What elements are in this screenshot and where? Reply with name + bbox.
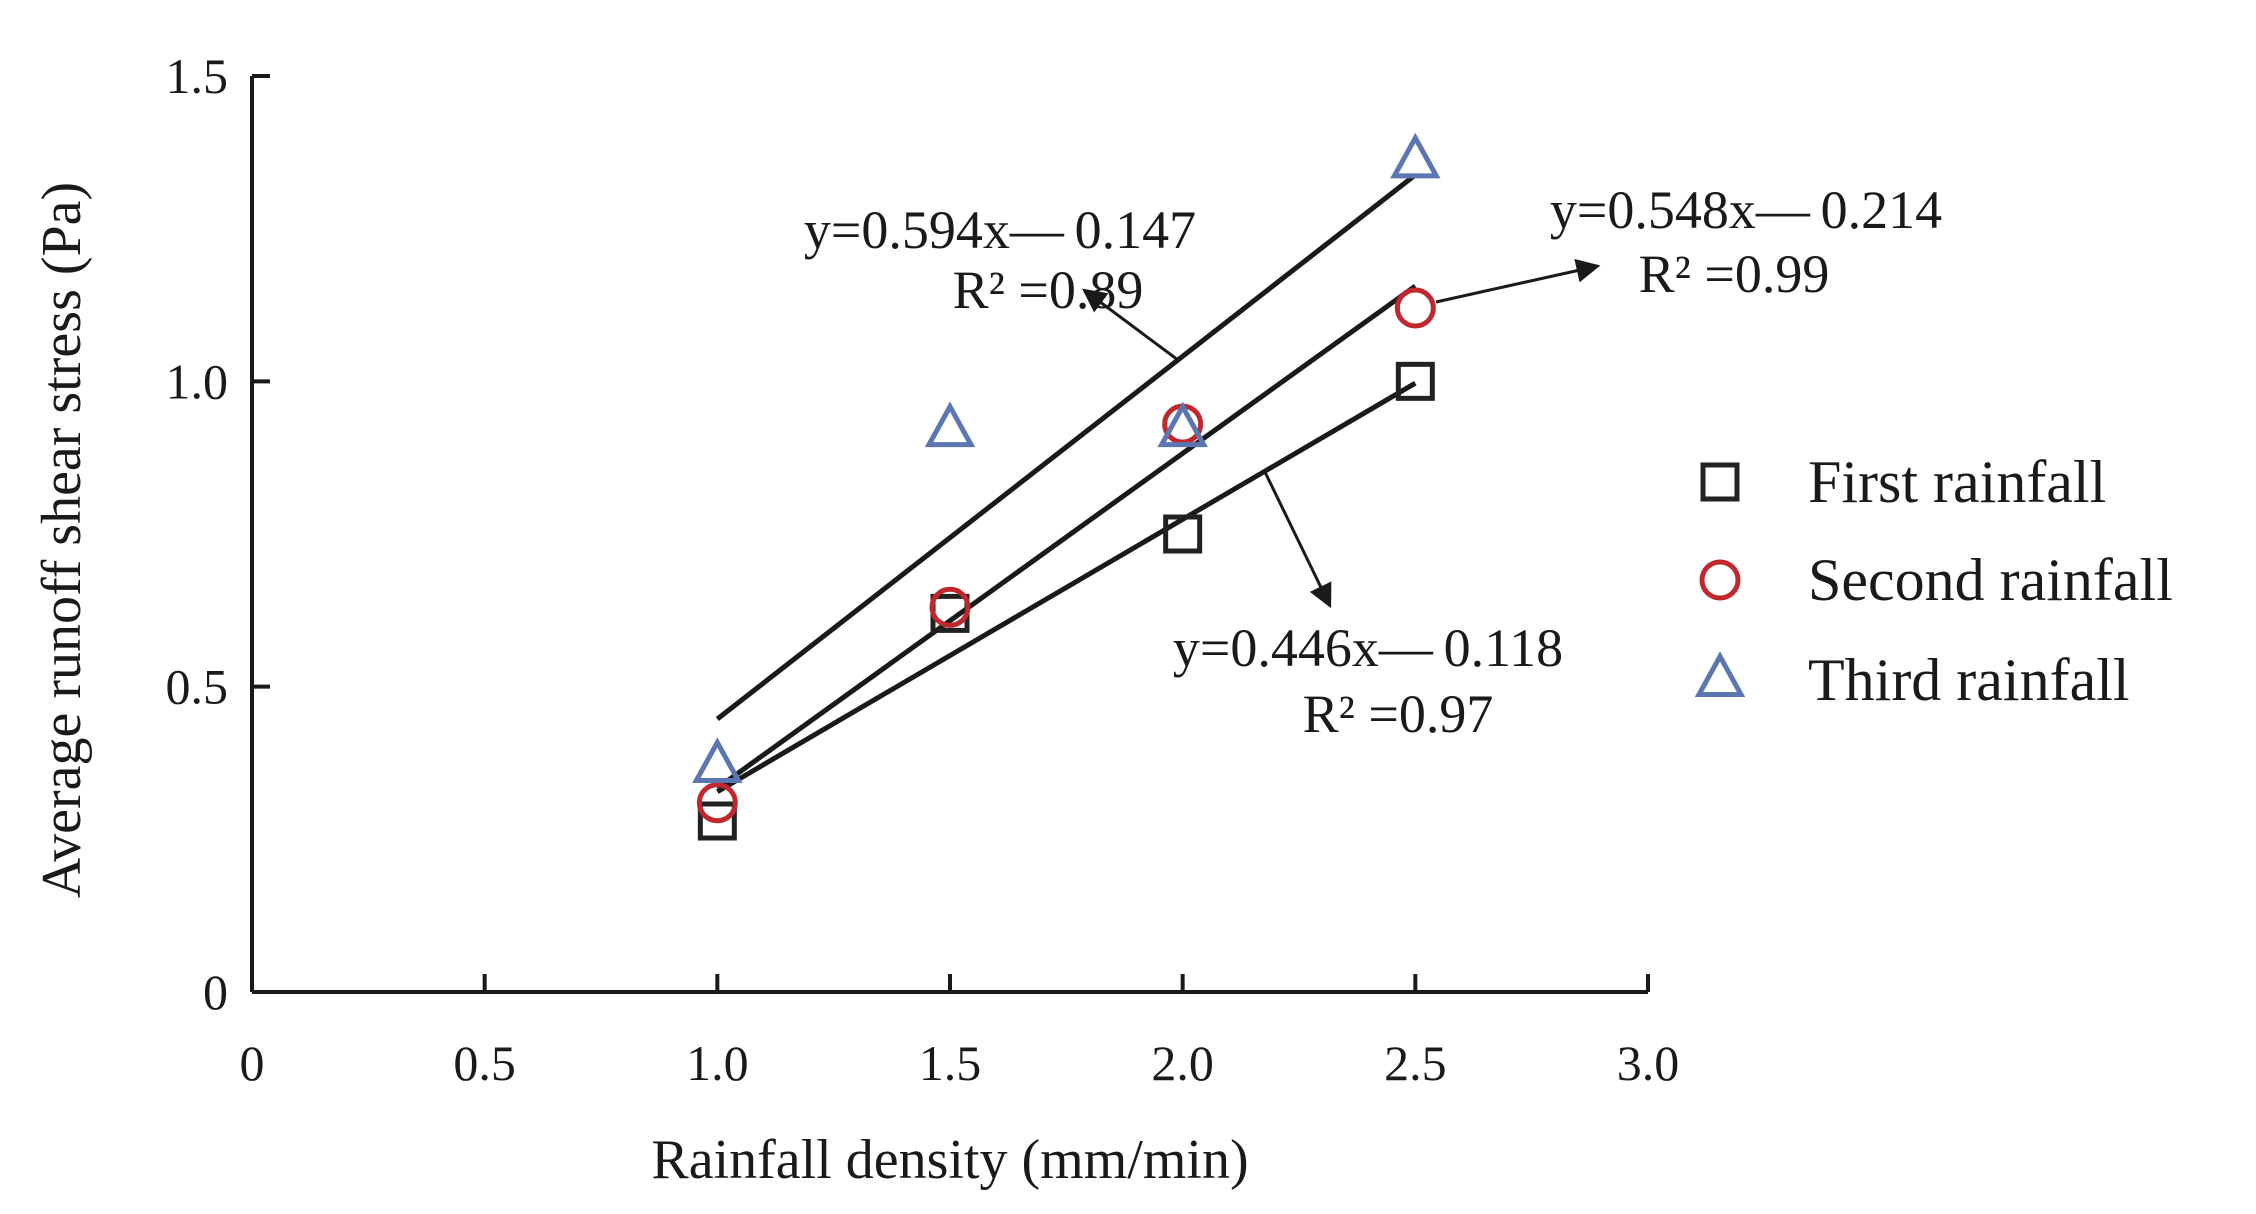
equation-first-rainfall: y=0.446x— 0.118 xyxy=(1173,618,1563,678)
point-first-rainfall xyxy=(1163,514,1203,554)
equation-second-rainfall: y=0.548x— 0.214 xyxy=(1550,180,1942,240)
equation-third-rainfall: y=0.594x— 0.147 xyxy=(804,200,1196,260)
point-first-rainfall xyxy=(697,801,737,841)
legend-label-first-rainfall: First rainfall xyxy=(1808,449,2106,515)
legend-marker-third-rainfall xyxy=(1694,651,1746,697)
arrow-first-rainfall xyxy=(1262,469,1332,609)
point-second-rainfall xyxy=(1394,287,1436,329)
legend: First rainfall Second rainfall Third rainf… xyxy=(1694,449,2173,713)
x-tick-label: 3.0 xyxy=(1617,1035,1680,1091)
point-third-rainfall xyxy=(1390,132,1441,179)
trendlines xyxy=(715,172,1417,794)
y-axis-title: Average runoff shear stress (Pa) xyxy=(31,182,93,898)
legend-marker-first-rainfall xyxy=(1700,462,1740,502)
y-tick-label: 0.5 xyxy=(166,659,229,715)
r-squared-second-rainfall: R² =0.99 xyxy=(1639,244,1830,304)
axes: 0 0.5 1.0 1.5 2.0 2.5 3.0 0 0.5 1.0 1.5 Rainfall de… xyxy=(31,48,1679,1191)
x-axis-title: Rainfall density (mm/min) xyxy=(651,1129,1248,1191)
point-second-rainfall xyxy=(696,782,738,824)
legend-marker-second-rainfall xyxy=(1699,559,1741,601)
arrow-second-rainfall xyxy=(1435,258,1601,304)
r-squared-first-rainfall: R² =0.97 xyxy=(1303,684,1494,744)
legend-label-second-rainfall: Second rainfall xyxy=(1808,547,2173,613)
x-tick-label: 1.0 xyxy=(686,1035,749,1091)
y-tick-label: 0 xyxy=(203,964,228,1020)
y-tick-label: 1.0 xyxy=(166,353,229,409)
trendline-third-rainfall xyxy=(715,172,1417,722)
x-tick-label: 0 xyxy=(240,1035,265,1091)
trendline-second-rainfall xyxy=(715,284,1417,791)
point-second-rainfall xyxy=(929,586,971,628)
legend-label-third-rainfall: Third rainfall xyxy=(1808,647,2130,713)
arrow-third-rainfall xyxy=(1082,288,1179,362)
x-tick-label: 2.0 xyxy=(1151,1035,1214,1091)
trendline-first-rainfall xyxy=(716,381,1417,794)
point-third-rainfall xyxy=(692,737,743,783)
x-tick-label: 1.5 xyxy=(919,1035,982,1091)
x-tick-label: 2.5 xyxy=(1384,1035,1447,1091)
y-tick-label: 1.5 xyxy=(166,48,229,104)
point-third-rainfall xyxy=(924,401,976,448)
x-tick-label: 0.5 xyxy=(453,1035,516,1091)
point-first-rainfall xyxy=(1395,361,1435,401)
point-third-rainfall xyxy=(1157,401,1208,448)
r-squared-third-rainfall: R² =0.89 xyxy=(953,260,1144,320)
data-markers xyxy=(692,132,1441,841)
